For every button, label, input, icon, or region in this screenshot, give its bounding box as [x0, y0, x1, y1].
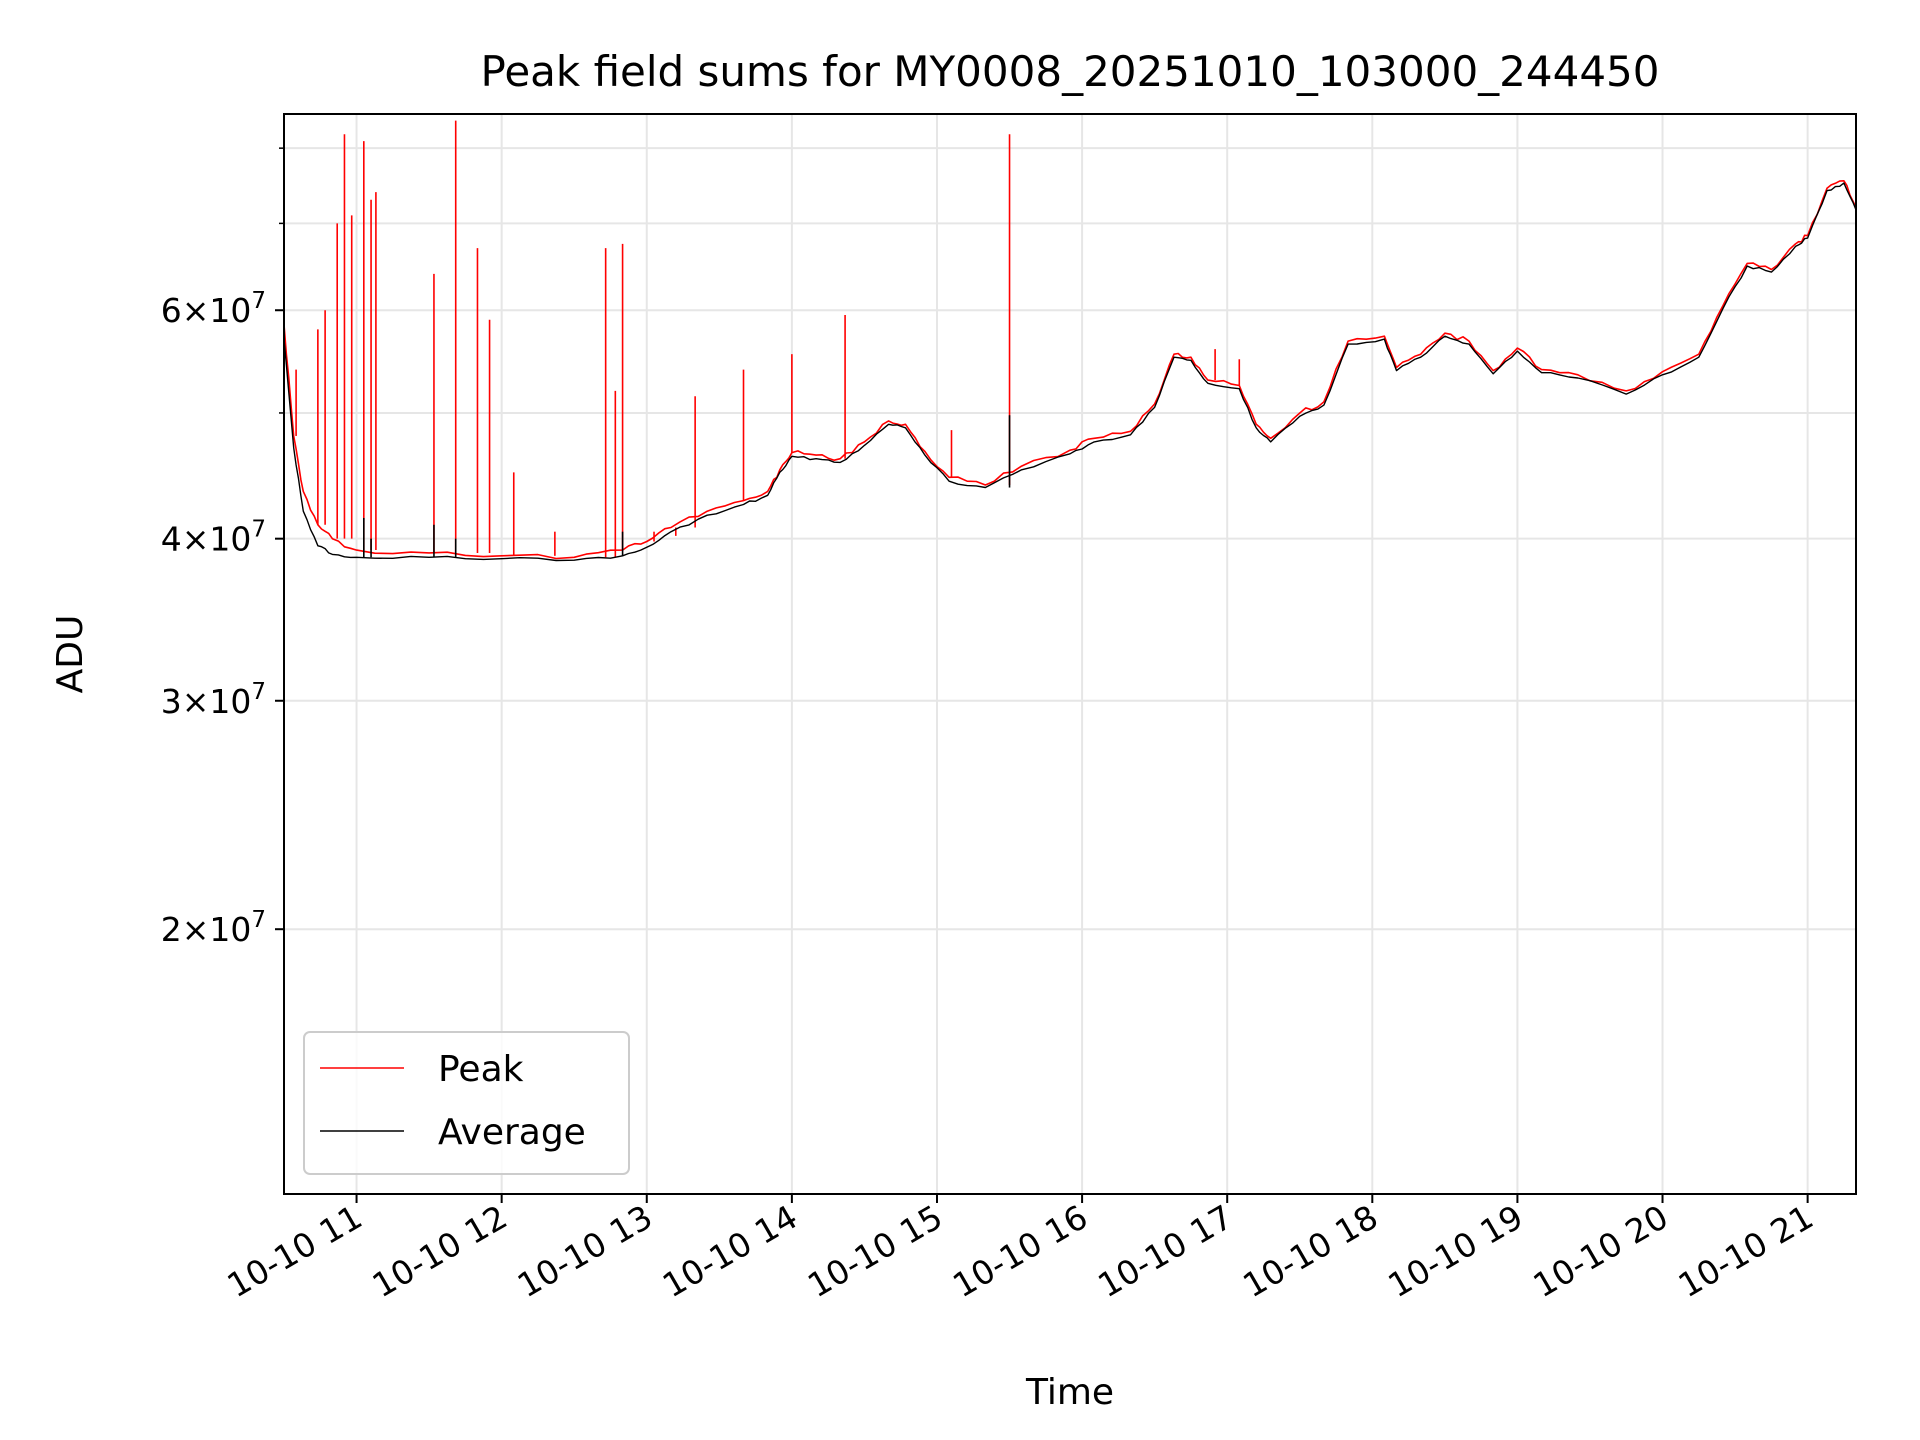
series-peak [284, 120, 1856, 560]
y-axis: 2×107 3×107 4×107 6×107 [161, 147, 284, 949]
y-tick-label: 3×107 [161, 679, 266, 721]
y-axis-label: ADU [50, 615, 91, 694]
series-line [284, 180, 1856, 560]
plot-frame [283, 113, 1857, 1195]
y-tick-label: 2×107 [161, 907, 266, 949]
series-layer [284, 120, 1856, 562]
legend: Peak Average [303, 1031, 630, 1175]
y-tick-label: 4×107 [161, 517, 266, 559]
legend-average-label: Average [438, 1112, 586, 1153]
y-tick-label: 6×107 [161, 288, 266, 330]
grid [284, 114, 1856, 1194]
series-average [284, 182, 1856, 562]
x-axis-label: Time [1025, 1372, 1114, 1413]
legend-peak-label: Peak [438, 1049, 524, 1090]
chart-title: Peak field sums for MY0008_20251010_1030… [480, 47, 1659, 96]
series-line [284, 182, 1856, 562]
